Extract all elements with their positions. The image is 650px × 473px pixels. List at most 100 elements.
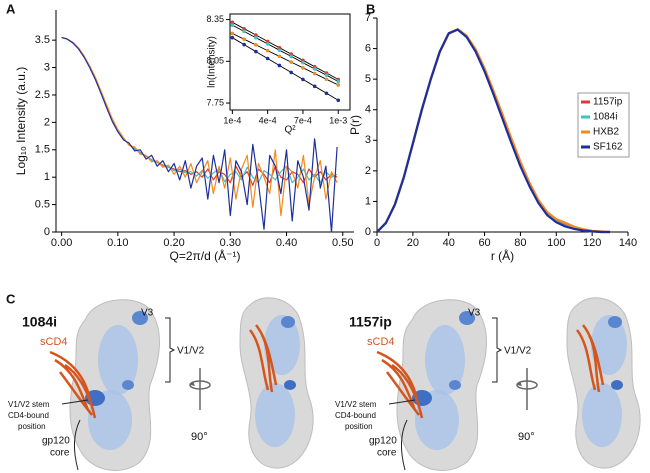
y-tick-label: 3 xyxy=(365,134,371,146)
data-point xyxy=(242,42,246,47)
stem-label: CD4-bound xyxy=(335,411,376,420)
rotation-icon xyxy=(189,367,211,411)
stem-label: CD4-bound xyxy=(8,411,49,420)
series-line xyxy=(376,28,611,234)
data-point xyxy=(265,48,270,53)
series-line xyxy=(61,36,338,217)
series-line xyxy=(232,37,339,101)
x-tick-label: 0.50 xyxy=(332,237,353,249)
y-tick-label: 0 xyxy=(365,226,371,238)
data-point xyxy=(230,20,235,25)
data-point xyxy=(301,66,305,70)
data-point xyxy=(265,42,270,46)
v1v2-label: V1/V2 xyxy=(177,346,205,357)
data-point xyxy=(324,77,329,82)
stem-label: position xyxy=(18,422,46,431)
sample-name: 1157ip xyxy=(349,314,392,330)
data-point xyxy=(289,70,293,75)
v3-label: V3 xyxy=(468,308,481,319)
y-tick-label: 2 xyxy=(44,116,50,128)
series-line xyxy=(232,21,339,80)
data-point xyxy=(336,79,341,84)
x-tick-label: 0.30 xyxy=(220,237,241,249)
x-tick-label: 7e-4 xyxy=(294,115,312,125)
bracket xyxy=(401,419,408,471)
y-tick-label: 2.5 xyxy=(35,89,50,101)
series-line xyxy=(376,28,611,234)
series-line xyxy=(376,28,611,234)
series-line xyxy=(232,24,339,82)
y-axis-label: ln(Intensity) xyxy=(207,36,218,88)
y-tick-label: 7.75 xyxy=(206,97,224,107)
x-axis-label: Q=2π/d (Å⁻¹) xyxy=(170,248,241,263)
data-point xyxy=(242,37,246,41)
v1v2-label: V1/V2 xyxy=(504,346,532,357)
x-tick-label: 0.00 xyxy=(51,237,72,249)
data-point xyxy=(312,67,317,71)
x-tick-label: 0.40 xyxy=(276,237,297,249)
legend-label: HXB2 xyxy=(593,127,620,138)
y-tick-label: 1 xyxy=(365,195,371,207)
legend-label: SF162 xyxy=(593,142,623,153)
data-point xyxy=(242,29,246,34)
stem-label: V1/V2 stem xyxy=(8,400,50,409)
x-tick-label: 4e-4 xyxy=(259,115,277,125)
x-tick-label: 140 xyxy=(619,237,637,249)
x-tick-label: 20 xyxy=(407,237,419,249)
rotation-label: 90° xyxy=(518,431,535,443)
data-point xyxy=(277,48,282,52)
stem-label: V1/V2 stem xyxy=(335,400,377,409)
y-tick-label: 8.35 xyxy=(206,14,224,24)
data-point xyxy=(301,77,305,82)
bracket xyxy=(165,317,176,383)
ligand-label: sCD4 xyxy=(40,336,68,348)
data-point xyxy=(277,54,282,59)
panel-label: C xyxy=(6,291,16,306)
y-tick-label: 8.05 xyxy=(206,56,224,66)
bracket xyxy=(492,317,503,383)
panel-label: A xyxy=(6,1,16,16)
core-label: core xyxy=(377,448,397,459)
series-line xyxy=(376,28,611,234)
x-tick-label: 0.20 xyxy=(163,237,184,249)
data-point xyxy=(289,54,293,59)
data-point xyxy=(230,35,235,40)
data-point xyxy=(289,60,293,64)
data-point xyxy=(254,35,258,40)
molecule-pair: 1157ip sCD4 V3 V1/V2 V1/V2 stem CD4-boun… xyxy=(335,296,642,472)
x-tick-label: 1e-4 xyxy=(223,115,241,125)
legend-label: 1157ip xyxy=(593,97,623,108)
y-tick-label: 7 xyxy=(365,12,371,24)
series-line xyxy=(61,36,338,233)
bracket xyxy=(74,419,81,471)
x-tick-label: 60 xyxy=(478,237,490,249)
y-tick-label: 1 xyxy=(44,171,50,183)
y-tick-label: 4 xyxy=(365,104,371,116)
panel-label: B xyxy=(366,1,375,16)
data-point xyxy=(336,83,341,87)
y-tick-label: 3 xyxy=(44,61,50,73)
core-label: core xyxy=(50,448,70,459)
data-point xyxy=(242,26,246,31)
x-tick-label: 120 xyxy=(583,237,601,249)
y-tick-label: 6 xyxy=(365,42,371,54)
data-point xyxy=(265,39,270,44)
x-axis-label: r (Å) xyxy=(491,248,514,263)
rotation-label: 90° xyxy=(191,431,208,443)
data-point xyxy=(324,73,329,78)
x-tick-label: 40 xyxy=(443,237,455,249)
x-tick-label: 100 xyxy=(547,237,565,249)
y-tick-label: 0.5 xyxy=(35,198,50,210)
stem-label: position xyxy=(345,422,373,431)
data-point xyxy=(324,91,329,96)
y-axis-label: Log₁₀ Intensity (a.u.) xyxy=(14,67,28,175)
data-point xyxy=(312,84,317,89)
data-point xyxy=(230,23,235,27)
data-point xyxy=(254,43,258,47)
y-tick-label: 0 xyxy=(44,226,50,238)
y-tick-label: 5 xyxy=(365,73,371,85)
legend-label: 1084i xyxy=(593,112,617,123)
ligand-label: sCD4 xyxy=(367,336,395,348)
